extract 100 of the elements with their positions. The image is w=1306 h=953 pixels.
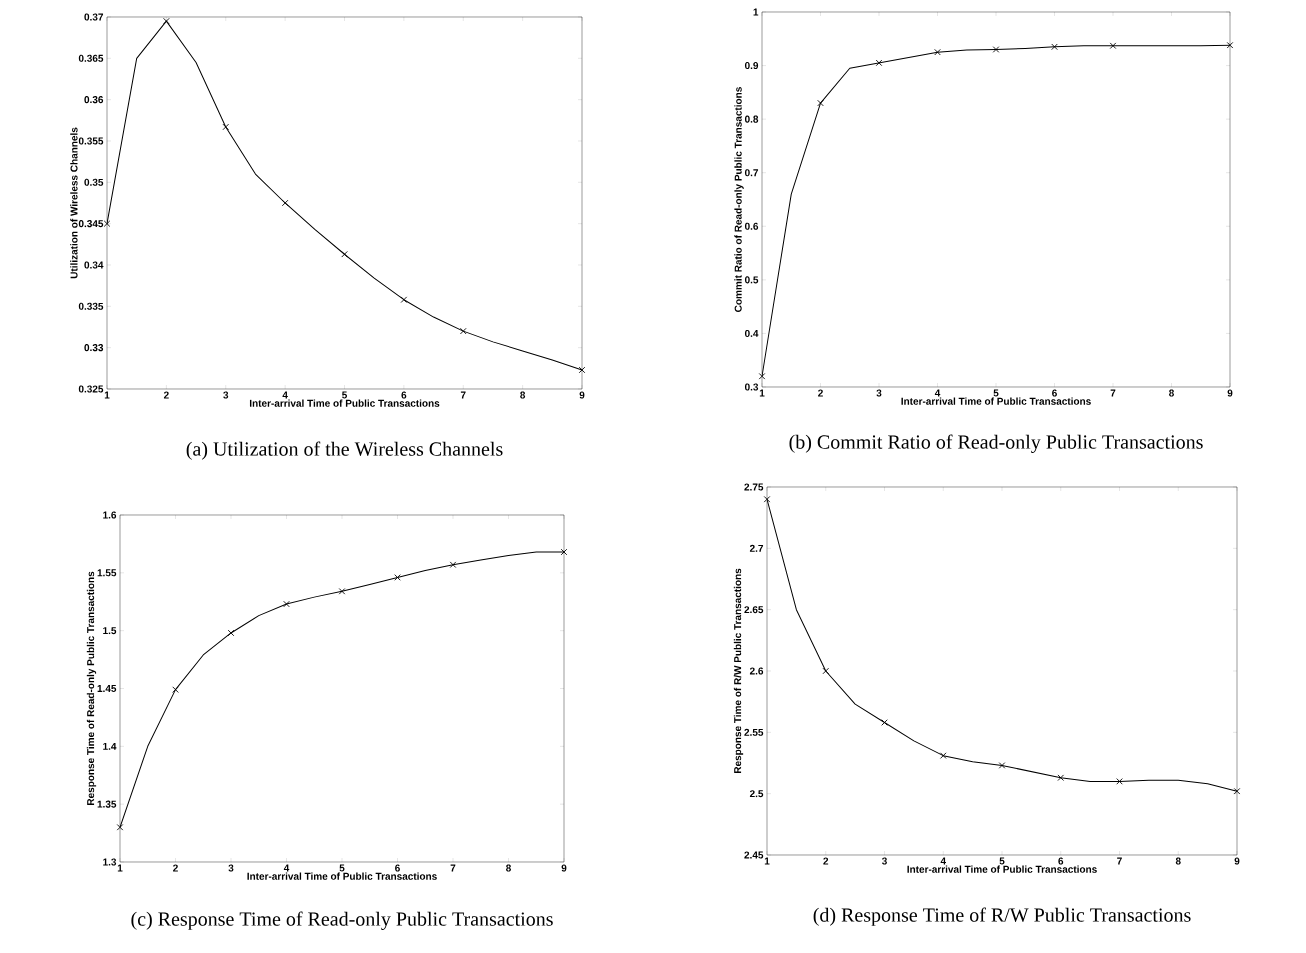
y-tick-label: 0.3	[744, 383, 759, 391]
y-tick-label: 1.55	[97, 569, 117, 577]
x-tick-label: 5	[999, 857, 1005, 865]
y-tick-label: 0.35	[84, 178, 104, 186]
x-tick-label: 4	[282, 391, 288, 399]
x-tick-label: 2	[818, 389, 823, 397]
y-tick-label: 0.345	[78, 220, 104, 228]
x-tick-label: 8	[506, 864, 511, 872]
text: (b) Commit Ratio of Read-only Public Transactions	[789, 434, 1203, 453]
point	[459, 327, 467, 335]
x-tick-label: 4	[940, 857, 946, 865]
x-tick-label: 7	[450, 864, 456, 872]
text: (c) Response Time of Read-only Public Transactions	[131, 911, 553, 930]
x-tick-label: 5	[993, 389, 999, 397]
point	[400, 296, 408, 303]
y-tick-label: 2.5	[749, 790, 764, 798]
y-axis-title: Commit Ratio of Read-only Public Transactions	[734, 87, 744, 312]
y-tick-label: 2.7	[749, 544, 764, 552]
text: (d) Response Time of R/W Public Transactions	[813, 907, 1191, 926]
y-tick-label: 0.7	[744, 169, 759, 177]
x-axis-title: Inter-arrival Time of Public Transactions	[247, 872, 437, 880]
point	[1109, 42, 1117, 50]
x-tick-label: 1	[764, 857, 770, 865]
y-tick-label: 0.33	[84, 344, 104, 352]
x-tick-label: 2	[173, 864, 178, 872]
y-axis-title: Response Time of Read-only Public Transactions	[86, 571, 97, 805]
y-tick-label: 0.355	[78, 137, 104, 145]
point	[1233, 787, 1241, 795]
y-axis-title: Response Time of R/W Public Transactions	[733, 568, 744, 774]
x-tick-label: 4	[283, 864, 290, 872]
x-tick-label: 7	[460, 391, 466, 399]
y-tick-label: 0.4	[744, 329, 759, 337]
x-tick-label: 2	[823, 857, 829, 865]
y-tick-label: 0.9	[744, 62, 759, 70]
x-tick-label: 6	[395, 864, 400, 872]
y-tick-label: 0.325	[78, 385, 104, 393]
point	[222, 123, 230, 131]
x-tick-label: 5	[339, 864, 345, 872]
x-tick-label: 9	[561, 864, 567, 872]
point	[992, 46, 1000, 53]
point	[934, 48, 941, 56]
y-tick-label: 0.37	[84, 13, 104, 21]
x-tick-label: 7	[1117, 857, 1122, 865]
x-tick-label: 3	[228, 864, 234, 872]
point	[116, 824, 124, 831]
y-tick-label: 2.65	[744, 606, 764, 614]
y-tick-label: 2.75	[744, 483, 764, 491]
x-axis-title: Inter-arrival Time of Public Transactions	[249, 399, 440, 407]
y-tick-label: 0.5	[744, 276, 759, 284]
y-tick-label: 1.35	[97, 800, 117, 808]
y-tick-label: 1.4	[103, 742, 117, 750]
x-tick-label: 9	[579, 391, 585, 399]
point	[341, 250, 348, 258]
x-tick-label: 2	[163, 391, 169, 399]
x-axis-title: Inter-arrival Time of Public Transactions	[901, 397, 1091, 405]
point	[817, 99, 824, 107]
x-tick-label: 8	[520, 391, 526, 399]
x-tick-label: 8	[1175, 857, 1181, 865]
point	[939, 752, 947, 759]
x-axis-title: Inter-arrival Time of Public Transactions	[907, 865, 1097, 873]
point	[1057, 774, 1065, 781]
y-tick-label: 0.6	[744, 222, 759, 230]
point	[1116, 778, 1123, 785]
y-tick-label: 1.6	[103, 511, 117, 519]
point	[875, 59, 883, 67]
x-tick-label: 6	[1058, 857, 1064, 865]
point	[758, 373, 766, 380]
point	[1051, 43, 1058, 51]
y-tick-label: 0.36	[84, 96, 104, 104]
x-tick-label: 5	[342, 391, 348, 399]
point	[283, 600, 290, 608]
x-tick-label: 1	[117, 864, 123, 872]
y-tick-label: 2.55	[744, 728, 764, 736]
y-tick-label: 1	[753, 8, 759, 16]
y-axis-title: Utilization of Wireless Channels	[70, 127, 78, 279]
x-tick-label: 6	[1052, 389, 1057, 397]
point	[103, 220, 111, 227]
x-tick-label: 3	[876, 389, 882, 397]
y-tick-label: 0.335	[78, 302, 104, 310]
y-tick-label: 0.365	[78, 54, 104, 62]
point	[172, 686, 179, 693]
y-tick-label: 2.45	[744, 851, 764, 859]
point	[281, 199, 289, 207]
y-tick-label: 1.45	[97, 685, 117, 692]
y-tick-label: 2.6	[749, 667, 764, 675]
x-tick-label: 8	[1169, 389, 1174, 397]
point	[449, 561, 457, 569]
text: (a) Utilization of the Wireless Channels	[186, 441, 503, 460]
point	[1226, 41, 1234, 49]
y-tick-label: 1.5	[103, 627, 117, 635]
point	[763, 495, 771, 503]
x-tick-label: 6	[401, 391, 407, 399]
x-tick-label: 3	[223, 391, 229, 399]
y-tick-label: 0.8	[744, 115, 759, 123]
point	[998, 762, 1006, 769]
y-tick-label: 1.3	[103, 858, 117, 866]
x-tick-label: 7	[1110, 389, 1116, 397]
point	[822, 667, 830, 675]
y-tick-label: 0.34	[84, 261, 104, 269]
x-tick-label: 3	[881, 857, 887, 865]
